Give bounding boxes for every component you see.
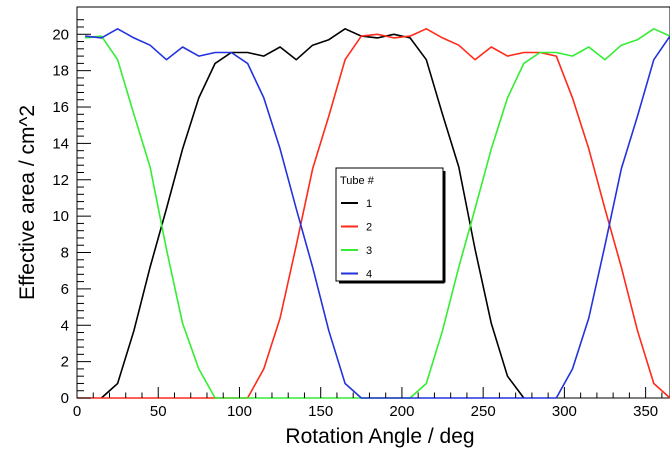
y-tick-label: 10 [52,208,69,225]
axis-titles: Rotation Angle / deg Effective area / cm^… [16,105,475,448]
x-tick-label: 350 [633,403,658,420]
legend-label-3: 3 [366,245,372,257]
y-tick-label: 20 [52,26,69,43]
y-tick-label: 12 [52,172,69,189]
x-tick-label: 150 [308,403,333,420]
x-tick-label: 250 [471,403,496,420]
x-tick-label: 300 [552,403,577,420]
legend-title: Tube # [340,175,375,187]
y-tick-label: 0 [61,390,69,407]
y-axis-title: Effective area / cm^2 [16,105,39,300]
x-tick-label: 200 [389,403,414,420]
x-axis-title: Rotation Angle / deg [285,425,474,448]
series-line-3 [85,27,670,399]
y-tick-label: 18 [52,63,69,80]
y-tick-label: 16 [52,99,69,116]
legend-label-2: 2 [366,222,372,234]
y-tick-label: 6 [61,281,69,298]
legend-label-4: 4 [366,269,372,281]
y-tick-label: 8 [61,245,69,262]
y-tick-label: 4 [61,317,69,334]
x-tick-label: 0 [73,403,81,420]
series-line-1 [100,27,525,399]
y-tick-label: 2 [61,354,69,371]
y-tick-label: 14 [52,135,69,152]
series-line-4 [85,27,670,399]
axis-ticks [76,19,663,399]
x-tick-label: 100 [227,403,252,420]
series-lines [77,27,670,399]
legend-box [335,167,444,282]
legend: Tube # 1 2 3 4 [335,167,446,284]
x-tick-label: 50 [150,403,167,420]
legend-label-1: 1 [366,198,372,210]
series-line-2 [77,27,670,399]
